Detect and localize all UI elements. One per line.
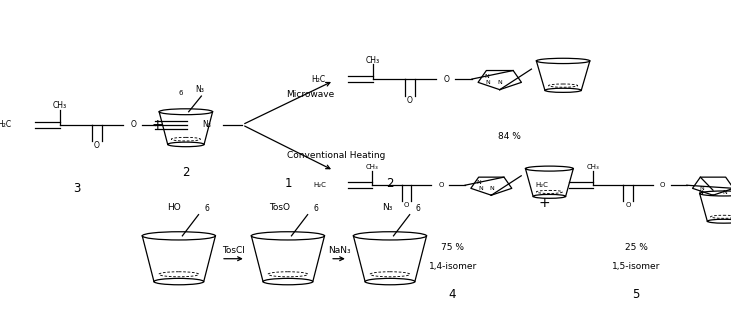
Text: 2: 2: [182, 166, 190, 179]
Text: CH₃: CH₃: [365, 164, 378, 171]
Text: 84 %: 84 %: [498, 132, 521, 141]
Text: 6: 6: [204, 204, 209, 213]
Text: O: O: [130, 120, 136, 129]
Text: 6: 6: [313, 204, 318, 213]
Text: O: O: [438, 182, 444, 188]
Text: 3: 3: [73, 182, 81, 195]
Text: NaN₃: NaN₃: [328, 246, 350, 255]
Text: O: O: [403, 202, 409, 208]
Text: 25 %: 25 %: [625, 243, 648, 252]
Text: +: +: [539, 196, 550, 210]
Text: O: O: [625, 202, 631, 208]
Text: HO: HO: [167, 203, 181, 212]
Text: 1,5-isomer: 1,5-isomer: [612, 262, 660, 271]
Text: H₂C: H₂C: [535, 182, 548, 188]
Text: N: N: [722, 190, 728, 195]
Text: N: N: [486, 80, 490, 85]
Text: Conventional Heating: Conventional Heating: [286, 151, 385, 160]
Text: N: N: [700, 186, 704, 191]
Text: O: O: [660, 182, 665, 188]
Text: N₃: N₃: [202, 120, 211, 129]
Text: 1,4-isomer: 1,4-isomer: [428, 262, 477, 271]
Text: O: O: [94, 141, 100, 151]
Text: N₃: N₃: [195, 85, 205, 94]
Text: H₂C: H₂C: [311, 74, 325, 84]
Text: N₃: N₃: [381, 203, 392, 212]
Text: 6: 6: [415, 204, 420, 213]
Text: 1: 1: [284, 177, 291, 190]
Text: 5: 5: [632, 288, 640, 301]
Text: 75 %: 75 %: [441, 243, 464, 252]
Text: N: N: [477, 180, 481, 185]
Text: N: N: [478, 186, 483, 191]
Text: CH₃: CH₃: [587, 164, 600, 171]
Text: N: N: [497, 80, 502, 85]
Text: CH₃: CH₃: [366, 56, 380, 65]
Text: N: N: [698, 190, 703, 195]
Text: H₂C: H₂C: [0, 120, 12, 129]
Text: O: O: [407, 96, 413, 105]
Text: O: O: [444, 74, 449, 84]
Text: H₂C: H₂C: [313, 182, 326, 188]
Text: N: N: [489, 186, 493, 191]
Text: CH₃: CH₃: [53, 101, 67, 111]
Text: 6: 6: [179, 90, 183, 96]
Text: Microwave: Microwave: [286, 90, 335, 99]
Text: TosO: TosO: [269, 203, 290, 212]
Text: 4: 4: [449, 288, 456, 301]
Text: N: N: [484, 74, 489, 79]
Text: 2: 2: [386, 177, 394, 190]
Text: +: +: [152, 118, 163, 132]
Text: TosCl: TosCl: [222, 246, 244, 255]
